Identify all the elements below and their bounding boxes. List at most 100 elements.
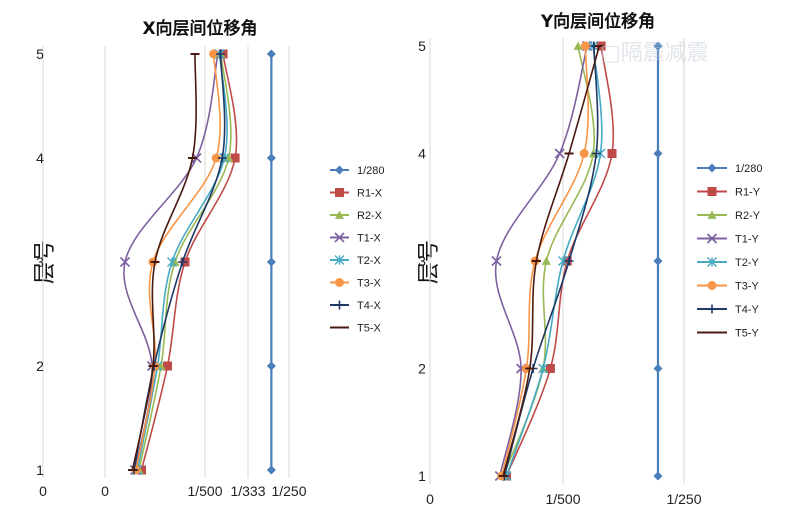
y-tick-label: 1	[418, 468, 426, 484]
legend-label: 1/280	[735, 163, 763, 175]
y-tick-label: 3	[418, 253, 426, 269]
legend-label: T4-Y	[735, 304, 760, 316]
x-gridlines	[42, 46, 290, 478]
y-tick-label: 5	[36, 46, 44, 62]
data-point	[564, 256, 574, 266]
legend-label: T2-X	[357, 255, 382, 267]
data-point	[545, 364, 555, 373]
data-point	[554, 148, 565, 159]
series-t5-x	[128, 53, 200, 471]
data-point	[538, 363, 549, 374]
y-tick-label: 2	[418, 361, 426, 377]
series-line	[123, 53, 219, 471]
legend-label: T5-X	[357, 323, 382, 335]
x-tick-label: 1/250	[666, 491, 701, 507]
data-point	[653, 471, 663, 481]
data-point	[653, 41, 663, 51]
y-tick-label: 5	[418, 38, 426, 54]
legend-label: 1/280	[357, 165, 385, 177]
data-point	[137, 465, 146, 475]
legend: 1/280 R1-X R2-X T1-X T2-X T3-X T4-X T5-X	[330, 165, 385, 335]
y-tick-label: 2	[36, 358, 44, 374]
data-point	[211, 153, 221, 163]
data-point	[591, 149, 601, 158]
data-point	[573, 41, 583, 50]
x-tick-label: 1/333	[230, 483, 265, 499]
y-tick-label: 4	[36, 150, 44, 166]
data-point	[209, 49, 219, 59]
data-point	[215, 49, 225, 59]
data-point	[653, 364, 663, 373]
legend-label: T3-X	[357, 278, 382, 290]
legend-label: T5-Y	[735, 328, 760, 340]
x-tick-label: 1/250	[271, 483, 306, 499]
legend-marker	[334, 255, 345, 265]
legend-label: R1-X	[357, 188, 383, 200]
y-tick-labels: 1 2 3 4 5	[418, 38, 426, 484]
legend-marker	[707, 210, 717, 219]
legend-marker	[706, 233, 718, 244]
legend-label: T4-X	[357, 300, 382, 312]
data-point	[266, 465, 276, 475]
data-point	[266, 153, 276, 163]
legend-label: T2-Y	[735, 257, 760, 269]
series-1-280	[653, 41, 663, 481]
legend-label: T3-Y	[735, 281, 760, 293]
legend-marker	[707, 187, 717, 196]
data-point	[491, 255, 502, 267]
chart-title: X向层间位移角	[142, 18, 257, 39]
data-point	[653, 256, 663, 266]
data-point	[558, 256, 568, 266]
legend-label: R1-Y	[735, 187, 761, 199]
data-point	[580, 41, 590, 51]
data-point	[217, 153, 227, 163]
legend-label: R2-Y	[735, 210, 761, 222]
series-t4-x	[129, 49, 227, 475]
legend-marker	[707, 281, 717, 290]
legend-marker	[707, 257, 717, 267]
series-group	[119, 48, 276, 476]
legend-label: R2-X	[357, 210, 383, 222]
x-tick-labels: 0 1/500 1/250	[426, 491, 702, 507]
data-point	[266, 49, 276, 59]
series-t3-y	[497, 41, 590, 481]
legend-label: T1-X	[357, 233, 382, 245]
chart-x-drift: X向层间位移角 层号 1 2 3 4 5 0 0 1/500 1/333 1/250 1/280…	[33, 18, 385, 499]
data-point	[163, 361, 172, 371]
legend-marker	[335, 300, 344, 310]
x-tick-label: 1/500	[187, 483, 222, 499]
data-point	[653, 149, 663, 158]
legend-marker	[707, 163, 717, 173]
data-point	[119, 256, 131, 268]
legend-marker	[707, 304, 717, 314]
x-tick-label: 0	[101, 483, 109, 499]
x-tick-labels: 0 0 1/500 1/333 1/250	[39, 483, 307, 499]
data-point	[266, 257, 276, 267]
x-tick-label: 0	[39, 483, 47, 499]
y-tick-label: 1	[36, 462, 44, 478]
legend-marker	[335, 210, 344, 219]
x-gridlines	[429, 38, 685, 484]
y-tick-labels: 1 2 3 4 5	[36, 46, 44, 478]
series-t1-y	[491, 40, 593, 482]
data-point	[167, 257, 177, 267]
x-tick-label: 1/500	[545, 491, 580, 507]
legend-marker	[335, 188, 344, 197]
watermark: □隔震减震	[600, 41, 709, 66]
data-point	[178, 257, 187, 267]
data-point	[266, 361, 276, 371]
y-tick-label: 4	[418, 146, 426, 162]
data-point	[541, 256, 551, 265]
series-group	[491, 40, 663, 482]
series-1-280	[266, 49, 276, 475]
legend-marker	[335, 165, 344, 175]
data-point	[607, 149, 617, 158]
legend-marker	[334, 232, 345, 243]
series-t5-y	[498, 45, 604, 477]
y-tick-label: 3	[36, 254, 44, 270]
x-tick-label: 0	[426, 491, 434, 507]
chart-title: Y向层间位移角	[540, 11, 655, 32]
y-axis-label: 层号	[33, 240, 58, 284]
